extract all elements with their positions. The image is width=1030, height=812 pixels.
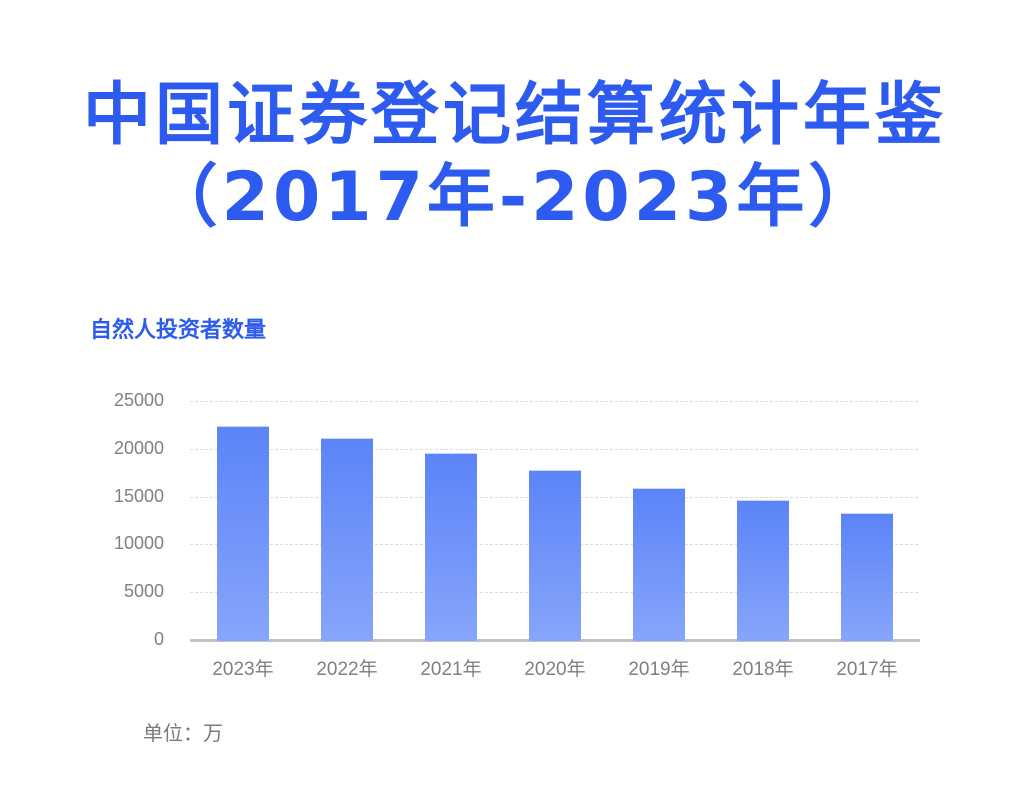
- x-tick-label: 2021年: [420, 659, 482, 680]
- bar-2023年: [217, 425, 269, 641]
- x-tick-label: 2019年: [628, 659, 690, 680]
- page-title-line1: 中国证券登记结算统计年鉴: [82, 76, 947, 155]
- gridline: [190, 448, 918, 450]
- bar-2018年: [737, 500, 789, 641]
- bar-2020年: [529, 470, 581, 641]
- y-tick-label: 10000: [113, 533, 164, 554]
- bar-2021年: [425, 453, 477, 641]
- chart-title: 自然人投资者数量: [90, 318, 267, 343]
- y-tick-label: 20000: [113, 437, 164, 458]
- bar-2022年: [321, 437, 373, 641]
- y-tick-label: 0: [153, 629, 164, 649]
- page-title-line2: （2017年-2023年）: [149, 158, 881, 237]
- bar-2019年: [633, 487, 685, 641]
- x-tick-label: 2022年: [316, 659, 378, 680]
- x-tick-label: 2020年: [524, 659, 586, 680]
- y-tick-label: 25000: [113, 390, 164, 410]
- y-tick-label: 5000: [123, 581, 164, 602]
- gridline: [190, 401, 918, 402]
- unit-label: 单位：万: [143, 721, 223, 745]
- x-tick-label: 2023年: [212, 659, 274, 680]
- y-tick-label: 15000: [113, 485, 164, 506]
- bar-2017年: [841, 513, 893, 641]
- x-tick-label: 2017年: [836, 659, 898, 680]
- x-tick-label: 2018年: [732, 659, 794, 680]
